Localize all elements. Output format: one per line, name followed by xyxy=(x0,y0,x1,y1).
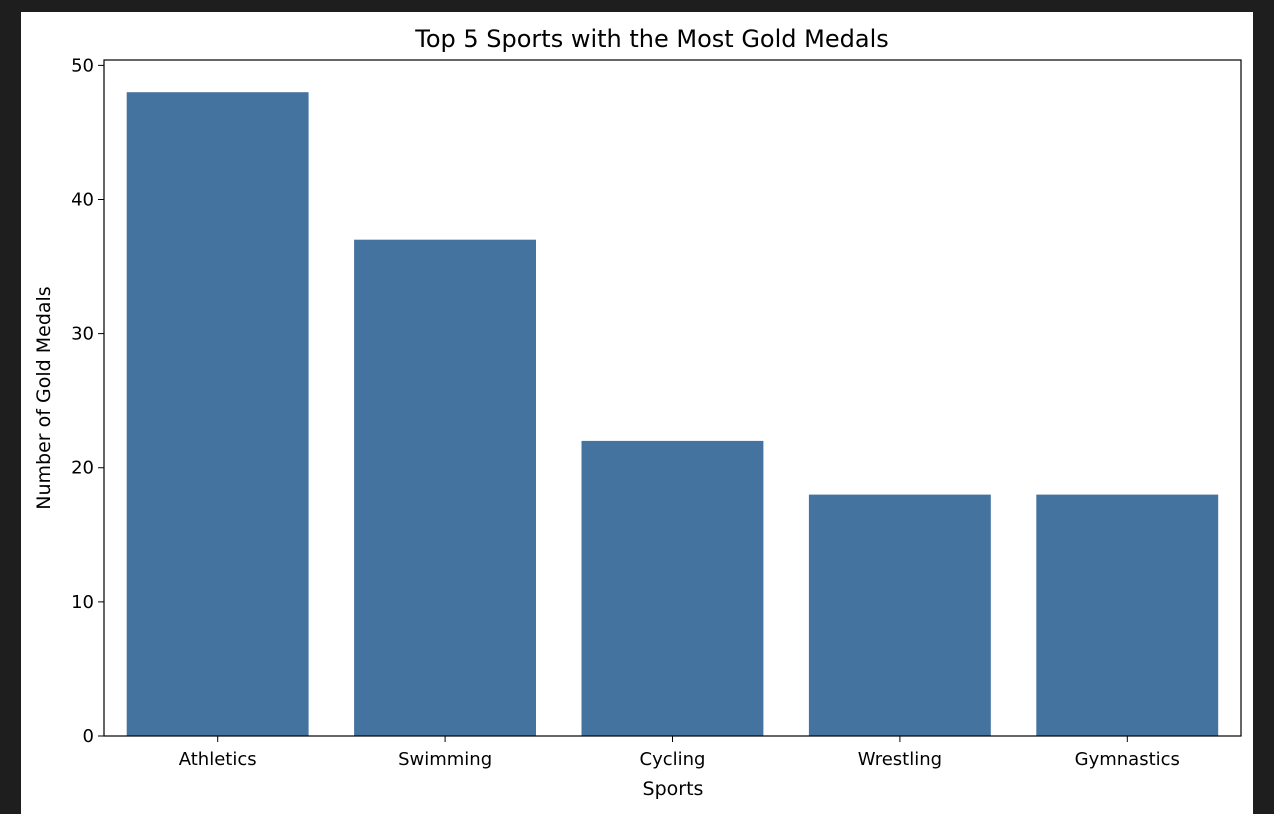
y-axis-ticks: 0 10 20 30 40 50 xyxy=(71,55,104,747)
y-tick-label: 50 xyxy=(71,55,94,76)
bar-cycling xyxy=(581,440,764,736)
y-tick-label: 30 xyxy=(71,324,94,345)
y-tick-label: 0 xyxy=(83,726,94,747)
plot-frame xyxy=(103,59,1242,737)
bar-gymnastics xyxy=(1036,494,1219,736)
bar-athletics xyxy=(126,92,309,736)
x-tick-label: Athletics xyxy=(179,749,257,770)
chart-figure: Top 5 Sports with the Most Gold Medals 0… xyxy=(21,12,1253,814)
bar-swimming xyxy=(354,239,536,736)
x-tick-label: Swimming xyxy=(398,749,492,770)
chart-title: Top 5 Sports with the Most Gold Medals xyxy=(414,25,888,53)
x-axis-label: Sports xyxy=(643,778,704,800)
bar-chart: Top 5 Sports with the Most Gold Medals 0… xyxy=(33,25,1242,800)
bar-wrestling xyxy=(808,494,991,736)
y-tick-label: 20 xyxy=(71,458,94,479)
y-tick-label: 40 xyxy=(71,189,94,210)
x-axis-ticks: Athletics Swimming Cycling Wrestling Gymnast… xyxy=(179,736,1180,770)
bars-group xyxy=(126,92,1219,736)
x-tick-label: Wrestling xyxy=(858,749,942,770)
y-axis-label: Number of Gold Medals xyxy=(33,286,55,509)
x-tick-label: Cycling xyxy=(640,749,706,770)
x-tick-label: Gymnastics xyxy=(1075,749,1180,770)
y-tick-label: 10 xyxy=(71,592,94,613)
